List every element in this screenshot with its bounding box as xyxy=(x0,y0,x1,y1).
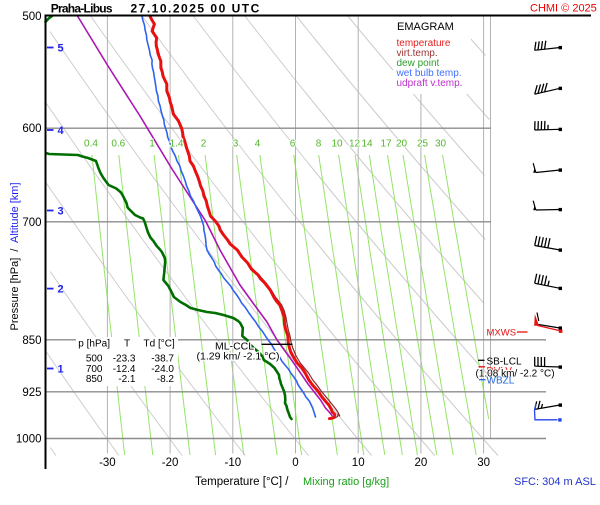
svg-text:850: 850 xyxy=(86,374,103,385)
svg-text:EMAGRAM: EMAGRAM xyxy=(397,21,454,33)
svg-text:Praha-Libus: Praha-Libus xyxy=(51,2,113,16)
svg-text:-20: -20 xyxy=(162,457,179,469)
svg-text:2: 2 xyxy=(201,139,207,150)
svg-text:-23.3: -23.3 xyxy=(113,353,136,364)
svg-text:27.10.2025 00 UTC: 27.10.2025 00 UTC xyxy=(131,2,261,16)
svg-text:-10: -10 xyxy=(224,457,241,469)
svg-text:1.4: 1.4 xyxy=(170,139,184,150)
svg-text:Mixing ratio [g/kg]: Mixing ratio [g/kg] xyxy=(303,476,389,488)
svg-text:Altitude [km]: Altitude [km] xyxy=(9,182,21,243)
svg-text:30: 30 xyxy=(477,457,490,469)
svg-text:2: 2 xyxy=(58,284,64,296)
svg-text:4: 4 xyxy=(255,139,261,150)
svg-text:12: 12 xyxy=(349,139,361,150)
svg-text:MXWS: MXWS xyxy=(487,328,517,339)
svg-text:-30: -30 xyxy=(99,457,116,469)
svg-text:WBZL: WBZL xyxy=(487,376,515,387)
svg-text:20: 20 xyxy=(396,139,408,150)
svg-text:-8.2: -8.2 xyxy=(157,374,175,385)
svg-text:CHMI © 2025: CHMI © 2025 xyxy=(530,3,597,15)
svg-text:3: 3 xyxy=(58,206,64,218)
svg-text:p [hPa]: p [hPa] xyxy=(78,339,110,350)
svg-text:1000: 1000 xyxy=(16,434,42,446)
svg-text:1: 1 xyxy=(58,364,64,376)
svg-text:Pressure [hPa] /: Pressure [hPa] / xyxy=(9,248,21,331)
svg-text:5: 5 xyxy=(58,43,64,55)
svg-text:1: 1 xyxy=(149,139,155,150)
svg-text:udpraft v.temp.: udpraft v.temp. xyxy=(397,78,463,89)
svg-text:700: 700 xyxy=(22,217,41,229)
svg-text:10: 10 xyxy=(352,457,365,469)
svg-text:6: 6 xyxy=(290,139,296,150)
svg-text:500: 500 xyxy=(22,11,41,23)
svg-text:Temperature [°C] /: Temperature [°C] / xyxy=(195,476,289,488)
svg-text:850: 850 xyxy=(22,335,41,347)
svg-text:0.6: 0.6 xyxy=(111,139,125,150)
svg-text:25: 25 xyxy=(417,139,429,150)
svg-text:20: 20 xyxy=(415,457,428,469)
svg-text:10: 10 xyxy=(331,139,343,150)
svg-text:30: 30 xyxy=(435,139,447,150)
svg-text:(1.29 km/ -2.1 °C): (1.29 km/ -2.1 °C) xyxy=(197,351,280,363)
svg-text:SFC: 304 m ASL: SFC: 304 m ASL xyxy=(514,476,596,488)
svg-text:4: 4 xyxy=(58,125,65,137)
svg-text:T: T xyxy=(124,339,130,350)
svg-text:14: 14 xyxy=(361,139,373,150)
svg-text:8: 8 xyxy=(316,139,322,150)
svg-text:17: 17 xyxy=(380,139,392,150)
svg-text:-38.7: -38.7 xyxy=(151,353,174,364)
svg-text:Td [°C]: Td [°C] xyxy=(144,339,175,350)
svg-text:3: 3 xyxy=(233,139,239,150)
svg-text:925: 925 xyxy=(22,387,41,399)
svg-text:0.4: 0.4 xyxy=(84,139,98,150)
svg-text:500: 500 xyxy=(86,353,103,364)
svg-text:0: 0 xyxy=(292,457,298,469)
svg-text:600: 600 xyxy=(22,123,41,135)
svg-text:-2.1: -2.1 xyxy=(118,374,136,385)
